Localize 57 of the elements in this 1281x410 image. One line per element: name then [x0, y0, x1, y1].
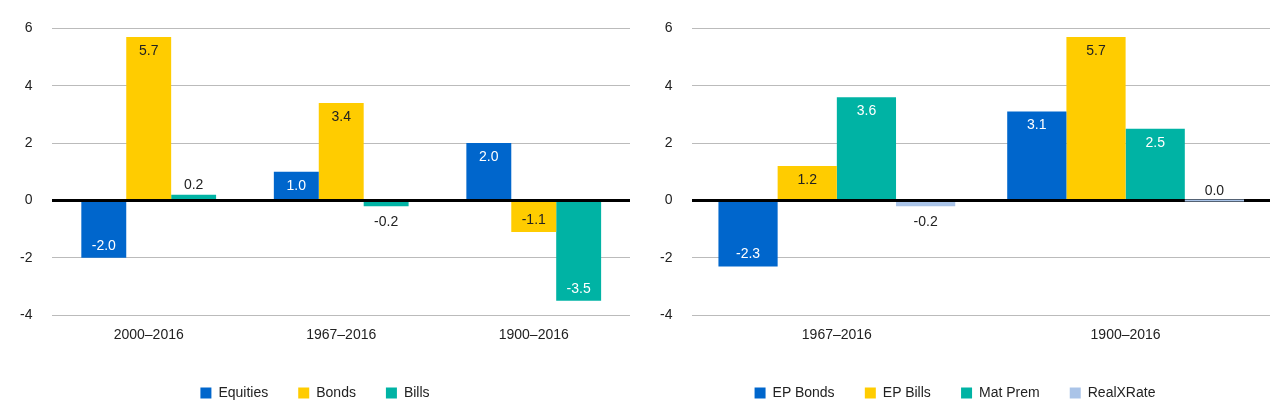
y-tick-label: -4 — [20, 306, 33, 323]
bar — [556, 201, 602, 301]
data-label: -1.1 — [521, 210, 547, 227]
y-tick-label: 4 — [24, 76, 33, 93]
legend-label: EP Bills — [882, 383, 931, 400]
legend-label: Bonds — [316, 383, 356, 400]
x-tick-label: 2000–2016 — [113, 326, 184, 343]
x-tick-label: 1967–2016 — [306, 326, 377, 343]
data-label: 3.1 — [1027, 116, 1047, 133]
y-tick-label: -2 — [660, 248, 673, 265]
y-tick-label: 2 — [24, 133, 33, 150]
bar — [718, 201, 778, 267]
y-tick-label: 0 — [24, 191, 33, 208]
data-label: 2.0 — [479, 147, 499, 164]
y-tick-label: 6 — [24, 19, 33, 36]
legend-label: EP Bonds — [772, 383, 835, 400]
bar — [81, 201, 127, 258]
data-label: -0.2 — [374, 212, 399, 229]
data-label: -2.0 — [91, 236, 117, 253]
bar — [1007, 111, 1067, 199]
x-tick-label: 1900–2016 — [1090, 326, 1161, 343]
data-label: 0.0 — [1204, 182, 1225, 199]
data-label: 0.2 — [183, 175, 204, 192]
data-label: 5.7 — [1086, 41, 1106, 58]
x-tick-label: 1967–2016 — [801, 326, 873, 343]
bar — [777, 166, 837, 199]
bar — [1125, 128, 1185, 199]
bar — [511, 201, 557, 233]
y-tick-label: -2 — [20, 248, 33, 265]
bar — [273, 171, 319, 199]
y-tick-label: 6 — [664, 19, 673, 36]
x-tick-label: 1900–2016 — [498, 326, 569, 343]
bar — [171, 194, 217, 199]
data-label: 1.0 — [286, 176, 307, 193]
bar — [318, 102, 364, 199]
bar — [896, 201, 956, 207]
y-tick-label: 4 — [664, 76, 673, 93]
y-tick-label: -4 — [660, 306, 673, 323]
y-tick-label: 2 — [664, 133, 673, 150]
data-label: -0.2 — [913, 212, 938, 229]
data-label: 1.2 — [797, 170, 818, 187]
data-label: 5.7 — [138, 41, 159, 58]
legend-label: Bills — [403, 383, 430, 400]
bar — [836, 97, 897, 199]
y-tick-label: 0 — [664, 191, 673, 208]
data-label: 2.5 — [1145, 133, 1166, 150]
data-label: -3.5 — [566, 279, 591, 296]
legend-label: RealXRate — [1087, 383, 1156, 400]
data-label: 3.4 — [331, 107, 352, 124]
bar — [126, 37, 172, 199]
bar — [363, 201, 409, 207]
data-label: -2.3 — [735, 245, 761, 262]
bar — [1066, 37, 1126, 199]
data-label: 3.6 — [856, 102, 877, 119]
bar — [466, 143, 512, 199]
legend-label: Mat Prem — [979, 383, 1040, 400]
legend-label: Equities — [218, 383, 269, 400]
